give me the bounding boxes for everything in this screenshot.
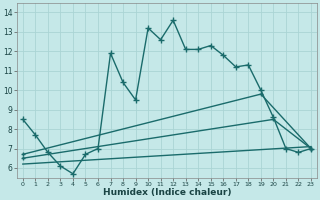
X-axis label: Humidex (Indice chaleur): Humidex (Indice chaleur) <box>103 188 231 197</box>
